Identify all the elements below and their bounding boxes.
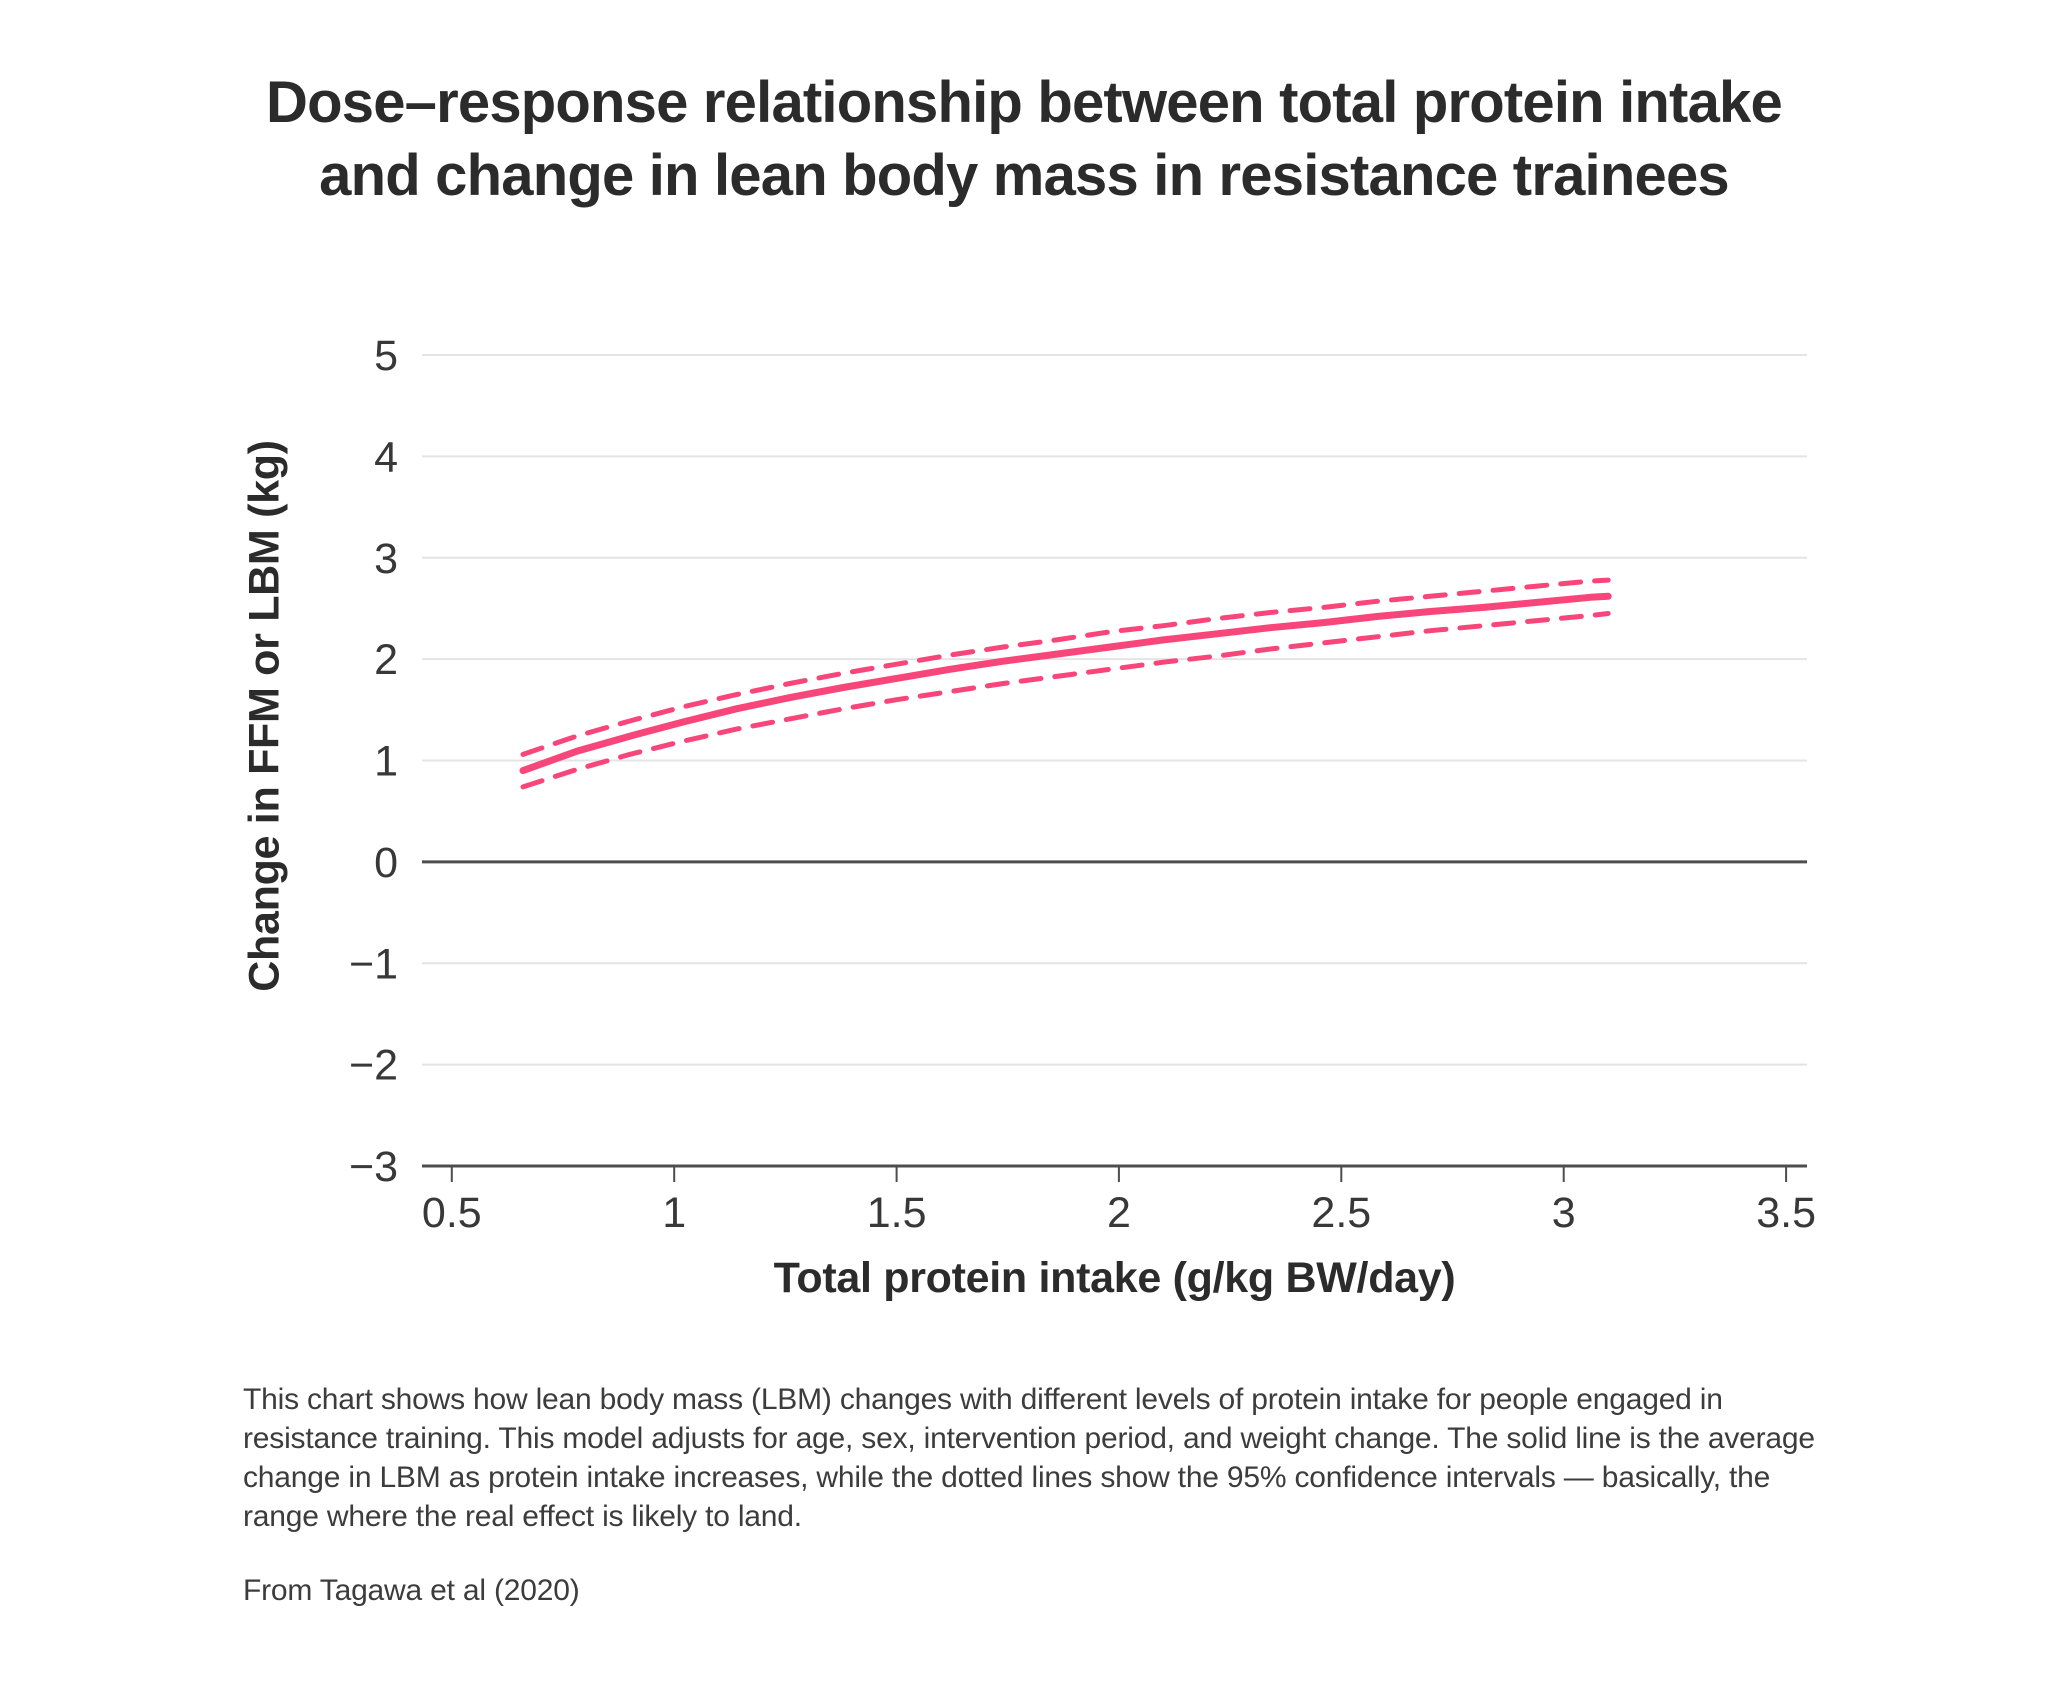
y-tick-label: 0 [374, 839, 398, 887]
x-tick-label: 1 [662, 1189, 686, 1237]
chart-title-line-2: and change in lean body mass in resistan… [319, 143, 1730, 208]
source-attribution: From Tagawa et al (2020) [243, 1574, 580, 1607]
series-ci-upper [520, 577, 1611, 757]
y-tick-label: 4 [374, 433, 398, 481]
y-tick-label: 5 [374, 332, 398, 380]
x-tick-label: 3.5 [1756, 1189, 1816, 1237]
y-tick-label: −3 [349, 1143, 398, 1191]
y-tick-label: 3 [374, 535, 398, 583]
x-tick-label: 1.5 [867, 1189, 927, 1237]
series-mean [519, 592, 1612, 775]
chart-title-line-1: Dose–response relationship between total… [266, 70, 1783, 135]
x-tick-label: 2 [1107, 1189, 1131, 1237]
y-tick-label: 2 [374, 636, 398, 684]
chart-title: Dose–response relationship between total… [0, 66, 2048, 212]
x-tick-label: 2.5 [1311, 1189, 1371, 1237]
y-axis-label: Change in FFM or LBM (kg) [240, 440, 289, 992]
chart-caption: This chart shows how lean body mass (LBM… [243, 1383, 1815, 1533]
x-tick-label: 3 [1552, 1189, 1576, 1237]
y-tick-label: 1 [374, 738, 398, 786]
x-axis-label: Total protein intake (g/kg BW/day) [773, 1254, 1456, 1302]
x-tick-label: 0.5 [422, 1189, 482, 1237]
y-tick-label: −1 [349, 940, 398, 988]
y-tick-label: −2 [349, 1042, 398, 1090]
